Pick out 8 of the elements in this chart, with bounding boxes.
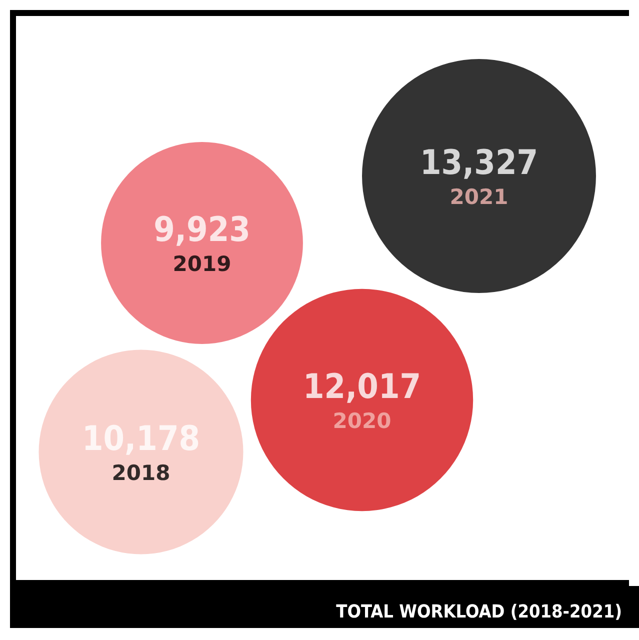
category-label: 2020 bbox=[332, 409, 392, 433]
data-label: 13,327 bbox=[420, 143, 538, 183]
category-label: 2019 bbox=[172, 252, 232, 276]
category-label: 2018 bbox=[112, 461, 170, 485]
text: TOTAL WORKLOAD (2018-2021) bbox=[336, 602, 622, 622]
data-label: 9,923 bbox=[154, 210, 250, 250]
data-label: 12,017 bbox=[302, 367, 422, 407]
category-label: 2021 bbox=[450, 185, 508, 209]
